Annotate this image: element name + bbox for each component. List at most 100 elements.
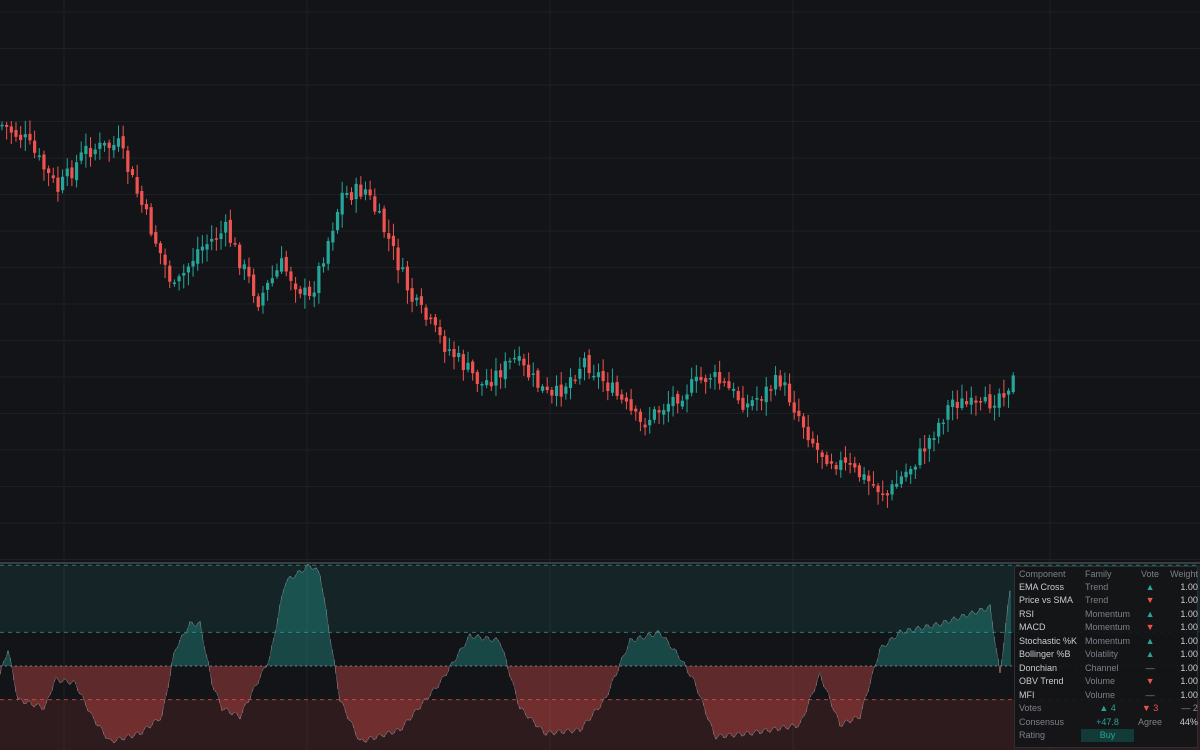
consensus-value: +47.8 xyxy=(1096,716,1119,727)
row-family: Volume xyxy=(1085,676,1116,687)
candle xyxy=(513,349,517,364)
candle xyxy=(98,132,102,160)
candle xyxy=(909,465,913,484)
candle xyxy=(923,434,927,464)
candle xyxy=(88,137,93,167)
candle xyxy=(540,384,545,394)
candle xyxy=(741,385,745,413)
row-family: Momentum xyxy=(1085,635,1131,646)
row-vote: — xyxy=(1145,689,1155,700)
candle xyxy=(890,479,894,501)
candle xyxy=(238,242,242,275)
candle xyxy=(168,260,172,289)
oscillator-pane[interactable] xyxy=(0,564,1200,750)
candle xyxy=(144,199,149,215)
candle xyxy=(979,397,983,411)
candle xyxy=(797,398,801,422)
candle xyxy=(107,139,111,162)
candle xyxy=(1002,379,1006,407)
candle xyxy=(773,366,778,396)
row-weight: 1.00 xyxy=(1180,581,1198,592)
candle xyxy=(545,377,549,394)
candle xyxy=(331,222,335,251)
candle xyxy=(820,449,824,469)
price-grid xyxy=(0,0,1200,562)
oscillator-line xyxy=(0,564,1011,744)
candle xyxy=(494,357,498,396)
candle xyxy=(242,259,246,281)
candle xyxy=(326,237,330,271)
candle xyxy=(65,158,69,187)
candle xyxy=(610,368,615,397)
candle xyxy=(848,452,852,474)
candle xyxy=(475,369,479,393)
candle xyxy=(666,390,670,423)
candle xyxy=(60,169,65,194)
row-family: Trend xyxy=(1085,581,1109,592)
row-vote: ▼ xyxy=(1145,622,1155,633)
votes-neutral: — 2 xyxy=(1181,703,1198,714)
rating-label: Rating xyxy=(1019,730,1046,741)
candle xyxy=(895,470,899,489)
candle xyxy=(387,219,391,252)
candle xyxy=(415,294,419,307)
table-row: EMA Cross Trend ▲ 1.00 xyxy=(1015,580,1200,594)
candle xyxy=(349,187,354,205)
row-weight: 1.00 xyxy=(1180,676,1198,687)
candle xyxy=(983,386,987,404)
candle xyxy=(56,166,60,202)
candle xyxy=(801,413,806,439)
candle xyxy=(508,357,512,370)
candle xyxy=(834,461,838,476)
row-weight: 1.00 xyxy=(1180,662,1198,673)
consensus-oscillator-chart[interactable] xyxy=(0,564,1200,750)
candle xyxy=(792,390,796,420)
candle xyxy=(899,471,903,488)
row-vote: ▲ xyxy=(1145,608,1155,619)
candle xyxy=(806,414,810,448)
candle xyxy=(825,451,829,467)
candle xyxy=(913,464,917,479)
candle xyxy=(266,280,270,301)
candle xyxy=(382,205,386,238)
candle xyxy=(559,372,563,407)
candle xyxy=(289,266,293,291)
candle xyxy=(452,341,456,370)
candle xyxy=(447,337,451,356)
candle xyxy=(126,145,130,184)
candle xyxy=(33,130,37,159)
candle xyxy=(680,395,684,410)
candle xyxy=(722,377,726,387)
candle xyxy=(699,366,703,384)
price-chart-pane[interactable] xyxy=(0,0,1200,562)
candle xyxy=(433,313,437,333)
pane-divider[interactable] xyxy=(0,562,1200,564)
candle xyxy=(554,375,559,407)
candle xyxy=(694,365,698,393)
candle xyxy=(219,220,223,250)
candle xyxy=(280,246,284,275)
candle xyxy=(312,281,316,308)
candle xyxy=(582,352,587,381)
candle xyxy=(881,480,885,502)
candle xyxy=(648,406,652,434)
candle xyxy=(955,390,959,420)
table-row: Stochastic %K Momentum ▲ 1.00 xyxy=(1015,634,1200,648)
candle xyxy=(732,382,736,398)
candle xyxy=(857,462,862,482)
candle xyxy=(298,285,302,299)
candle xyxy=(652,406,656,424)
row-family: Channel xyxy=(1085,662,1119,673)
candlestick-chart[interactable] xyxy=(0,0,1200,562)
candle xyxy=(550,386,554,404)
candle xyxy=(307,280,312,300)
candle xyxy=(182,264,186,289)
row-vote: ▼ xyxy=(1145,595,1155,606)
candle xyxy=(200,235,204,264)
candle xyxy=(37,148,41,161)
candle xyxy=(116,125,121,152)
row-vote: ▲ xyxy=(1145,649,1155,660)
candle xyxy=(517,346,521,366)
candle xyxy=(28,120,32,145)
candle xyxy=(293,276,298,303)
